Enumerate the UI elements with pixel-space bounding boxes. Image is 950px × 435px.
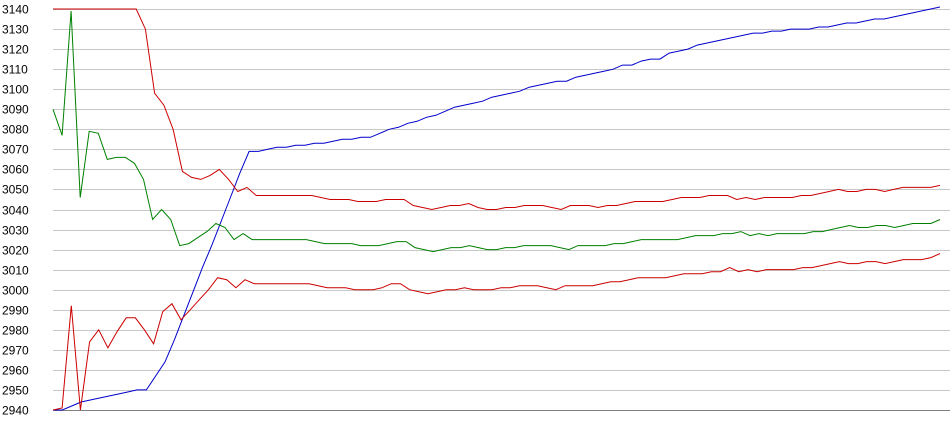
y-tick-label: 2990 xyxy=(2,304,29,318)
y-tick-label: 3070 xyxy=(2,143,29,157)
series-line-1 xyxy=(53,6,941,411)
y-tick-label: 3060 xyxy=(2,163,29,177)
y-tick-label: 3040 xyxy=(2,204,29,218)
y-tick-label: 2960 xyxy=(2,364,29,378)
y-tick-label: 3120 xyxy=(2,43,29,57)
y-axis-tick-labels: 2940 2950 2960 2970 2980 2990 3000 3010 3020 3030… xyxy=(2,3,29,418)
series-line-2 xyxy=(52,10,941,253)
y-tick-label: 2940 xyxy=(2,404,29,418)
series-line-3 xyxy=(53,8,941,211)
y-tick-label: 3100 xyxy=(2,83,29,97)
y-tick-label: 2970 xyxy=(2,344,29,358)
y-tick-label: 2950 xyxy=(2,384,29,398)
series-line-4 xyxy=(52,253,941,411)
grid-lines xyxy=(53,9,950,411)
y-tick-label: 3010 xyxy=(2,264,29,278)
y-tick-label: 3020 xyxy=(2,244,29,258)
y-tick-label: 3130 xyxy=(2,23,29,37)
y-tick-label: 3090 xyxy=(2,103,29,117)
y-tick-label: 3110 xyxy=(2,63,28,77)
series-lines xyxy=(52,6,941,411)
y-tick-label: 3000 xyxy=(2,284,29,298)
y-tick-label: 3140 xyxy=(2,3,29,17)
y-tick-label: 3050 xyxy=(2,183,29,197)
y-tick-label: 3030 xyxy=(2,224,29,238)
y-tick-label: 3080 xyxy=(2,123,29,137)
y-tick-label: 2980 xyxy=(2,324,29,338)
